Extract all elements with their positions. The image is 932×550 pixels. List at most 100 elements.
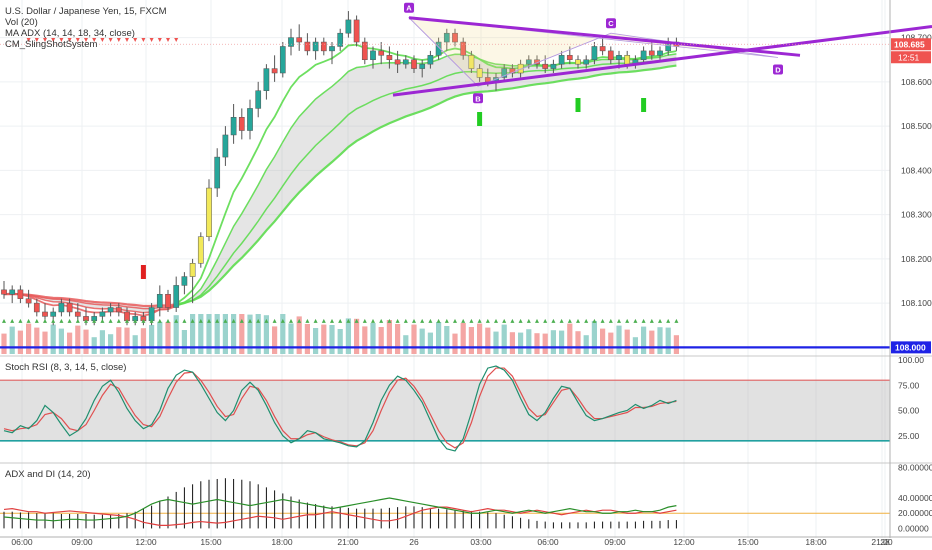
stoch-rsi-pane[interactable]	[0, 355, 932, 452]
candle-body[interactable]	[402, 59, 409, 65]
candle-body[interactable]	[509, 68, 516, 74]
candle-body[interactable]	[501, 68, 508, 78]
slingshot-down-marker	[75, 38, 80, 42]
candle-body[interactable]	[33, 302, 40, 313]
candle-body[interactable]	[58, 302, 65, 313]
candle-body[interactable]	[378, 50, 385, 56]
candle-body[interactable]	[575, 59, 581, 65]
candle-body[interactable]	[443, 32, 450, 43]
candle-body[interactable]	[345, 19, 352, 34]
candle-body[interactable]	[566, 55, 573, 60]
lower-trendline[interactable]	[392, 25, 932, 97]
candle-body[interactable]	[591, 46, 598, 60]
price-pane[interactable]: A B C D	[0, 2, 932, 354]
candle-body[interactable]	[263, 68, 270, 91]
candle-body[interactable]	[525, 59, 532, 65]
candle-body[interactable]	[583, 59, 590, 65]
candle-body[interactable]	[165, 294, 171, 308]
candle-body[interactable]	[115, 307, 122, 313]
candle-body[interactable]	[361, 41, 368, 60]
slingshot-down-marker	[51, 38, 56, 42]
candle-body[interactable]	[460, 41, 467, 56]
candle-body[interactable]	[247, 108, 253, 131]
candle-body[interactable]	[304, 41, 311, 52]
candle-body[interactable]	[50, 311, 57, 317]
candle-body[interactable]	[279, 46, 286, 74]
adx-pane[interactable]	[0, 462, 932, 529]
volume-bar	[272, 326, 278, 354]
candle-body[interactable]	[1, 289, 7, 295]
candle-body[interactable]	[312, 41, 319, 52]
candle-body[interactable]	[107, 307, 114, 313]
candle-body[interactable]	[288, 37, 294, 47]
candle-body[interactable]	[542, 63, 549, 69]
candle-body[interactable]	[296, 37, 303, 43]
candle-body[interactable]	[238, 117, 245, 131]
candle-body[interactable]	[255, 90, 262, 109]
candle-body[interactable]	[419, 63, 426, 69]
time-axis[interactable]: 06:00 09:00 12:00 15:00 18:00 21:00 26 03:00 06:…	[0, 536, 932, 547]
candle-body[interactable]	[197, 236, 204, 264]
candle-body[interactable]	[435, 41, 442, 56]
stoch-rsi-title[interactable]: Stoch RSI (8, 3, 14, 5, close)	[5, 362, 127, 373]
price-tick-label: 108.100	[901, 298, 932, 308]
candle-body[interactable]	[337, 32, 344, 47]
vol-legend[interactable]: Vol (20)	[5, 17, 38, 28]
candle-body[interactable]	[222, 134, 229, 158]
candle-body[interactable]	[452, 32, 458, 43]
candle-body[interactable]	[17, 289, 24, 299]
volume-bar	[591, 321, 597, 354]
candle-body[interactable]	[616, 55, 622, 60]
pattern-point-d-badge[interactable]	[773, 64, 783, 75]
candle-body[interactable]	[329, 46, 335, 52]
slingshot-up-marker	[215, 318, 220, 323]
candle-body[interactable]	[607, 50, 614, 60]
slingshot-legend[interactable]: CM_SlingShotSystem	[5, 39, 98, 50]
candle-body[interactable]	[427, 55, 434, 65]
slingshot-down-marker	[34, 38, 39, 42]
candle-body[interactable]	[173, 285, 180, 308]
candle-body[interactable]	[599, 46, 606, 52]
candle-body[interactable]	[370, 50, 376, 60]
volume-bar	[9, 326, 15, 354]
candle-body[interactable]	[624, 55, 631, 65]
candle-body[interactable]	[386, 55, 393, 60]
pattern-point-a-badge[interactable]	[404, 2, 414, 13]
candle-body[interactable]	[271, 68, 278, 74]
candle-body[interactable]	[99, 311, 106, 317]
adx-title[interactable]: ADX and DI (14, 20)	[5, 469, 91, 480]
candle-body[interactable]	[657, 50, 663, 56]
candle-body[interactable]	[648, 50, 655, 56]
upper-trendline[interactable]	[408, 16, 801, 57]
slingshot-up-marker	[494, 318, 498, 323]
candle-body[interactable]	[411, 59, 417, 69]
candle-body[interactable]	[353, 19, 360, 43]
candle-body[interactable]	[25, 298, 32, 304]
candle-body[interactable]	[230, 117, 237, 136]
candle-body[interactable]	[320, 41, 327, 52]
ma-adx-legend[interactable]: MA ADX (14, 14, 18, 34, close)	[5, 28, 135, 39]
candle-body[interactable]	[214, 156, 221, 189]
stoch-d-line	[3, 367, 677, 449]
price-axis[interactable]: 108.700 108.600 108.500 108.400 108.300 108.2…	[889, 0, 932, 538]
slingshot-up-marker	[526, 318, 531, 323]
symbol-title[interactable]: U.S. Dollar / Japanese Yen, 15, FXCM	[5, 6, 167, 17]
candle-body[interactable]	[9, 289, 16, 295]
candle-body[interactable]	[181, 276, 188, 286]
candle-body[interactable]	[476, 68, 483, 78]
pattern-point-c-badge[interactable]	[606, 18, 616, 29]
candle-body[interactable]	[640, 50, 647, 60]
pattern-point-b-badge[interactable]	[473, 93, 483, 104]
candle-body[interactable]	[550, 63, 557, 69]
candle-body[interactable]	[66, 302, 73, 313]
candle-body[interactable]	[42, 311, 48, 317]
candle-body[interactable]	[468, 55, 475, 69]
candle-body[interactable]	[206, 187, 212, 237]
candle-body[interactable]	[74, 311, 81, 317]
candle-body[interactable]	[156, 294, 163, 308]
time-tick-label: 03:00	[470, 537, 492, 547]
candle-body[interactable]	[189, 263, 196, 277]
candle-body[interactable]	[394, 59, 401, 65]
candle-body[interactable]	[558, 55, 565, 65]
